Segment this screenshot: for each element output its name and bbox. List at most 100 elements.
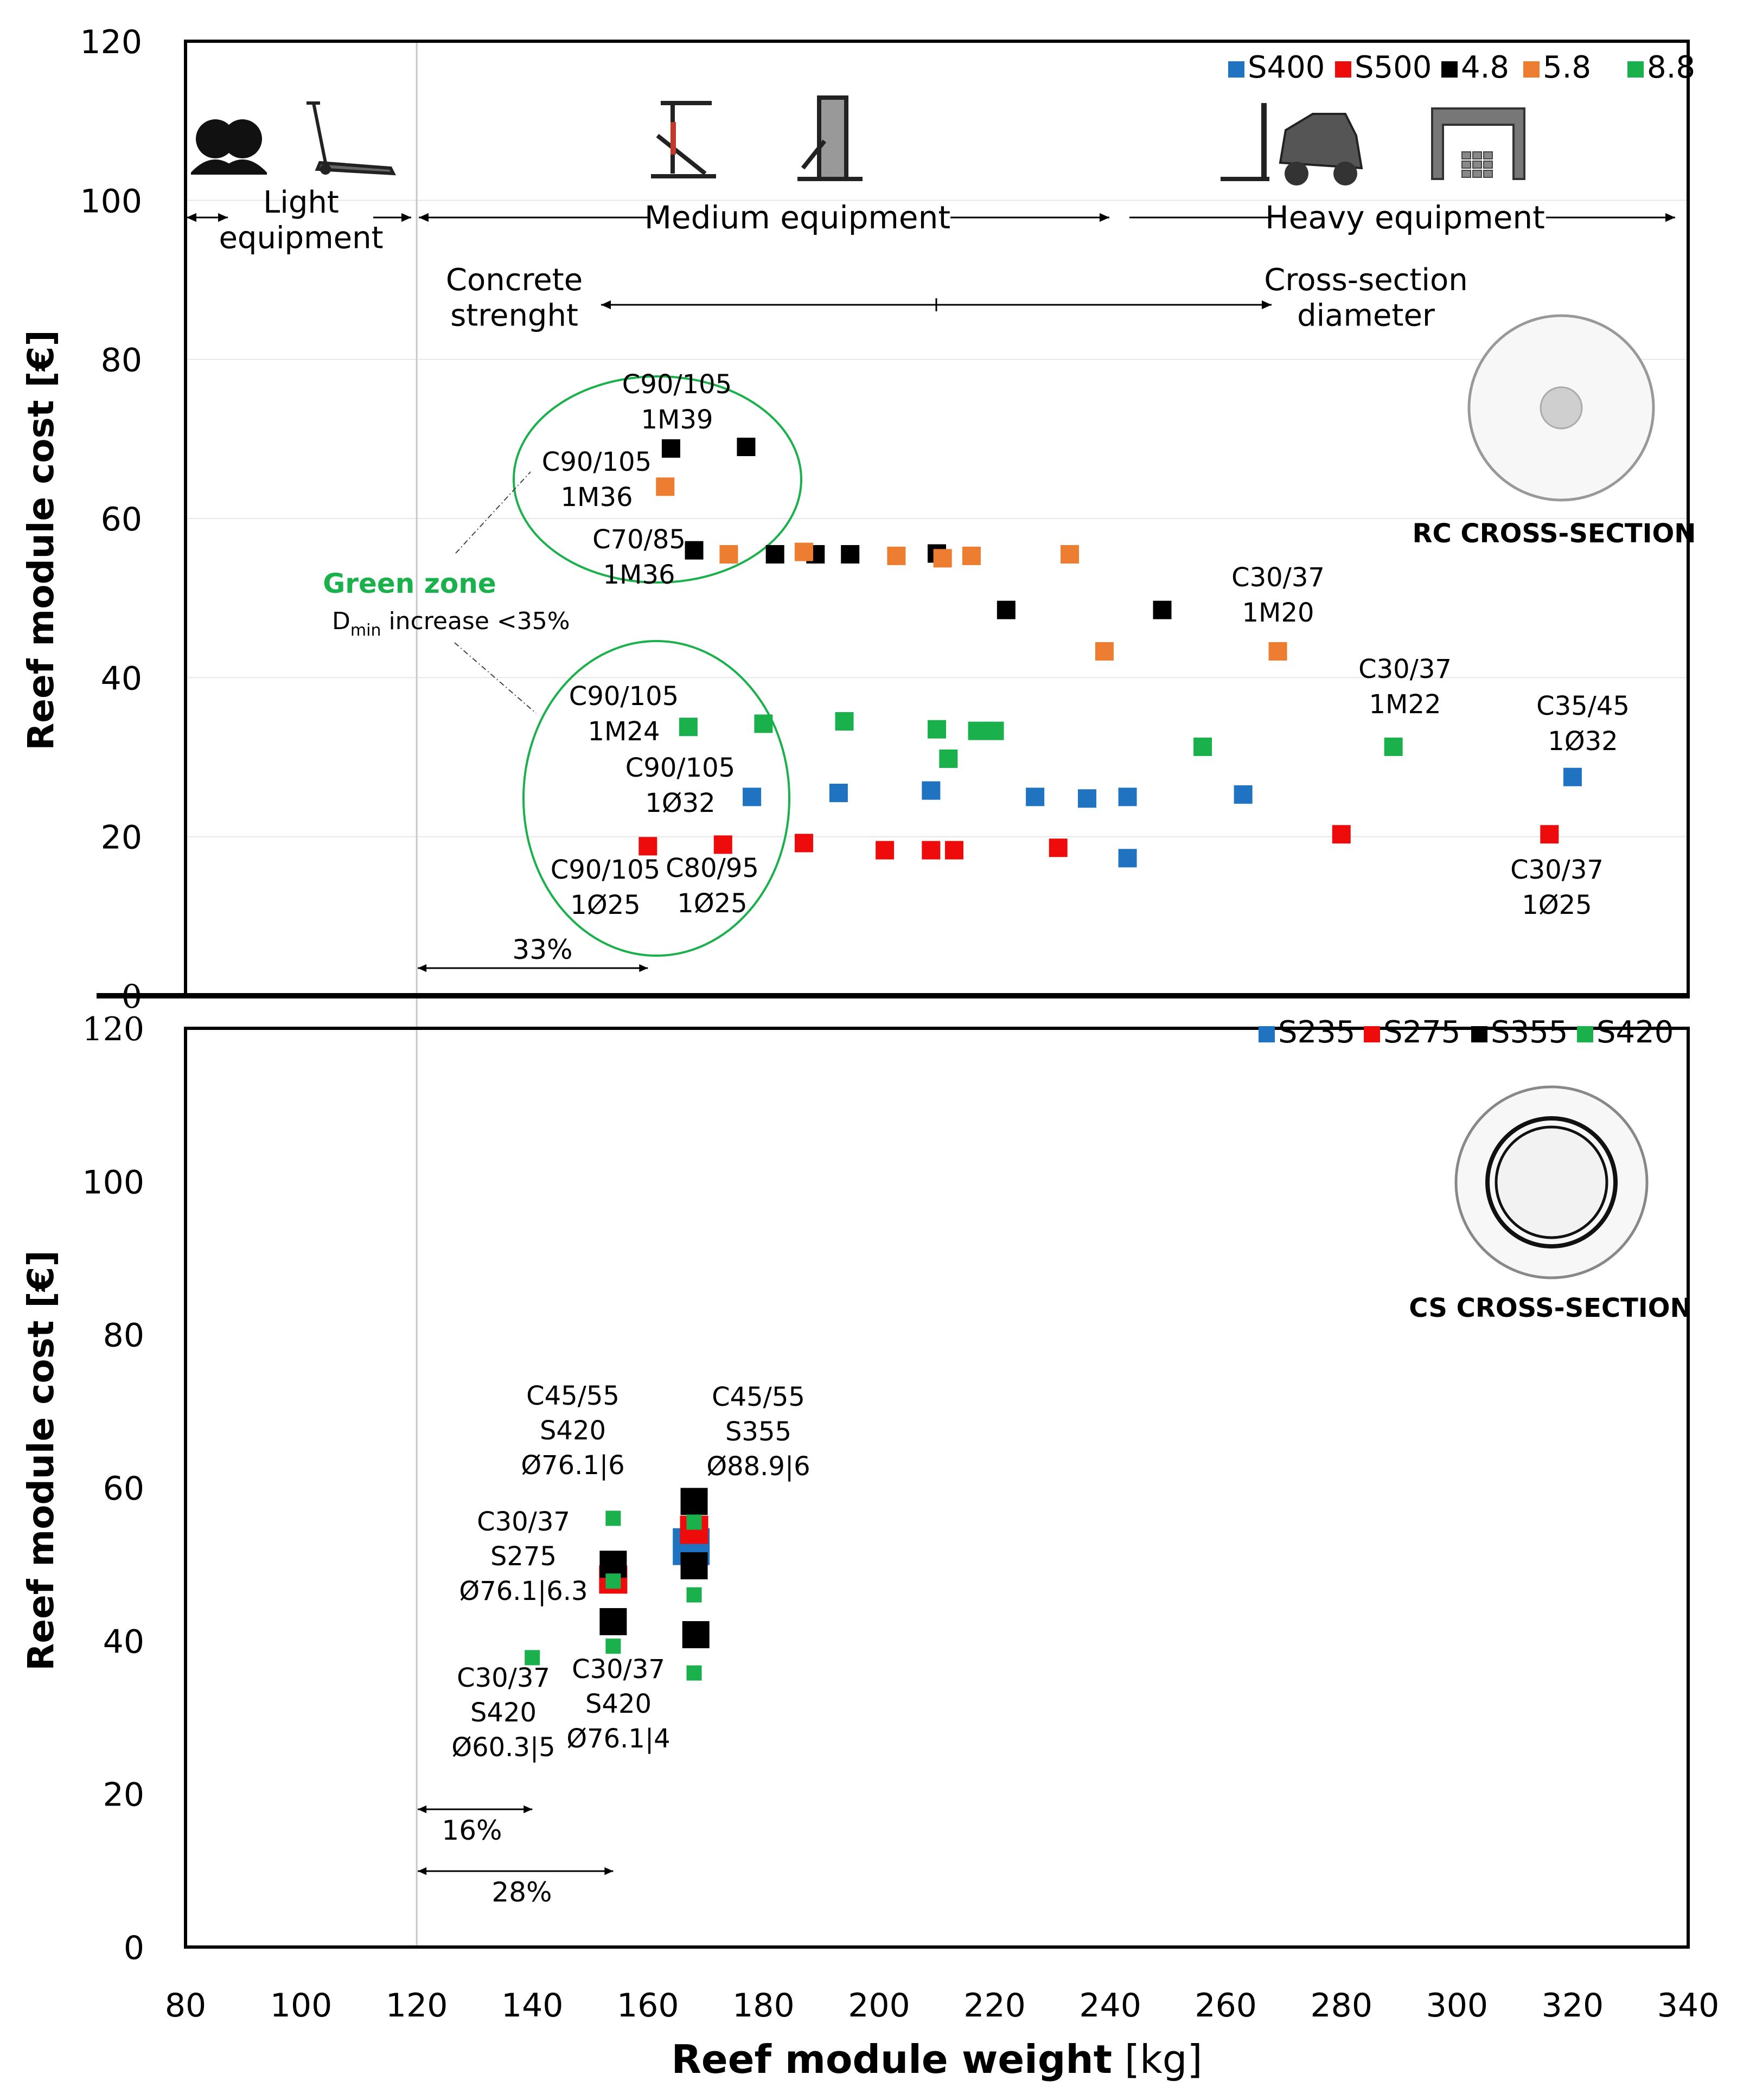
top-point-S400 (1234, 785, 1253, 804)
y-axis-label-top: Reef module cost [€] (20, 330, 62, 750)
x-tick: 240 (1079, 1987, 1141, 2025)
y-tick-top: 100 (80, 182, 142, 220)
frame-layer (97, 40, 1690, 1949)
top-point-annotation: C90/105 1M24 (569, 681, 679, 747)
top-point-4_8 (737, 438, 756, 456)
gantry-crate-icon (1461, 151, 1471, 159)
cs-cross-section-core-icon (1495, 1125, 1608, 1239)
top-legend-swatch (1441, 61, 1458, 78)
top-point-4_8 (841, 545, 860, 564)
gantry-crate-icon (1483, 170, 1493, 178)
x-axis-label: Reef module weight [kg] (671, 2037, 1202, 2082)
top-point-S500 (876, 841, 895, 860)
bottom-point-annotation: C30/37 S420 Ø76.1|4 (566, 1654, 670, 1754)
x-tick: 160 (617, 1987, 679, 2025)
points-layer (525, 438, 1582, 1681)
pallet-jack-icon (320, 164, 331, 175)
bottom-point-S355 (680, 1552, 708, 1579)
top-point-S400 (743, 788, 762, 806)
range-arrow-head-left (601, 300, 611, 310)
x-tick: 180 (732, 1987, 795, 2025)
x-tick: 100 (270, 1987, 333, 2025)
top-point-S500 (794, 834, 813, 853)
person-icon (223, 119, 262, 158)
top-point-4_8 (685, 541, 704, 560)
top-point-S400 (1563, 767, 1582, 786)
x-tick: 200 (848, 1987, 910, 2025)
bottom-legend-swatch (1471, 1026, 1487, 1042)
top-point-5_8 (1268, 642, 1287, 661)
top-point-S500 (713, 835, 732, 854)
rc-cross-section-bar-icon (1540, 386, 1583, 430)
bottom-legend-label: S235 (1278, 1015, 1355, 1050)
bottom-span-arrow-16-head-right (523, 1805, 533, 1814)
gantry-crate-icon (1461, 161, 1471, 169)
green-zone-leader-upper (455, 471, 531, 554)
top-point-5_8 (933, 549, 952, 568)
gantry-crate-icon (1483, 161, 1493, 169)
top-point-S400 (922, 781, 941, 800)
pallet-jack-icon (306, 101, 396, 176)
top-legend-swatch (1627, 61, 1644, 78)
top-point-8_8 (835, 712, 854, 731)
legend-layer: S400 S500 4.8 5.8 8.8 S235 S275 S355 S420 (1228, 50, 1695, 1050)
gantry-crate-icon (1472, 151, 1482, 159)
x-tick: 120 (386, 1987, 448, 2025)
gantry-crate-icon (1472, 170, 1482, 178)
forklift-icon (1333, 162, 1357, 185)
text-layer: Reef module cost [€] Reef module cost [€]… (20, 185, 1696, 2082)
top-point-5_8 (1061, 545, 1080, 564)
bottom-point-S420 (686, 1587, 702, 1603)
bottom-point-S355 (682, 1621, 710, 1649)
top-point-annotation: C80/95 1Ø25 (666, 853, 759, 919)
top-point-8_8 (939, 749, 958, 768)
bottom-legend-swatch (1577, 1026, 1593, 1042)
y-tick-bottom: 100 (82, 1163, 144, 1201)
light-arrow-right-head (401, 213, 411, 222)
x-tick: 80 (165, 1987, 206, 2025)
y-tick-top: 40 (101, 660, 142, 697)
medium-arrow-left-head (419, 213, 429, 222)
medium-arrow-right-head (1100, 213, 1109, 222)
gantry-crate-icon (1483, 151, 1493, 159)
cs-cross-section-tube-icon (1485, 1116, 1618, 1249)
y-axis-label-bottom: Reef module cost [€] (20, 1250, 62, 1670)
top-span-arrow-head-right (639, 964, 648, 972)
y-tick-top: 80 (101, 342, 142, 380)
top-legend-label: 4.8 (1461, 50, 1509, 85)
top-point-S500 (638, 837, 657, 856)
bottom-point-annotation: C45/55 S420 Ø76.1|6 (521, 1381, 624, 1481)
bottom-legend-swatch (1259, 1026, 1275, 1042)
y-tick-bottom: 0 (124, 1929, 144, 1967)
range-arrow-head-right (1262, 300, 1272, 310)
gantry-crate-icon (1461, 170, 1471, 178)
bottom-point-S420 (605, 1573, 621, 1589)
person-icon (196, 119, 235, 158)
crane-icon (651, 101, 716, 178)
top-legend-label: S400 (1248, 50, 1325, 85)
top-legend-label: 5.8 (1543, 50, 1591, 85)
cs-cross-section-label: CS CROSS-SECTION (1409, 1293, 1691, 1323)
forklift-icon (1279, 113, 1363, 170)
bottom-point-annotation: C30/37 S275 Ø76.1|6.3 (459, 1507, 587, 1606)
top-point-4_8 (1153, 600, 1172, 619)
top-point-S400 (1118, 849, 1137, 868)
x-tick: 260 (1195, 1987, 1257, 2025)
top-point-4_8 (661, 439, 680, 458)
bottom-point-annotation: C30/37 S420 Ø60.3|5 (451, 1663, 555, 1763)
top-point-annotation: C90/105 1Ø32 (625, 753, 735, 818)
top-point-8_8 (1193, 737, 1212, 756)
top-legend-label: S500 (1355, 50, 1432, 85)
top-point-S500 (1540, 825, 1559, 844)
person-icon (218, 159, 267, 175)
y-tick-top: 60 (101, 501, 142, 539)
top-point-S400 (1078, 789, 1096, 808)
top-point-annotation: C30/37 1M22 (1358, 654, 1452, 720)
top-point-S500 (1332, 825, 1351, 844)
top-point-annotation: C70/85 1M36 (592, 524, 686, 590)
top-span-arrow-head-left (418, 964, 427, 972)
top-point-4_8 (997, 600, 1016, 619)
x-tick: 300 (1426, 1987, 1489, 2025)
y-tick-top: 20 (101, 819, 142, 857)
top-point-5_8 (887, 546, 906, 565)
